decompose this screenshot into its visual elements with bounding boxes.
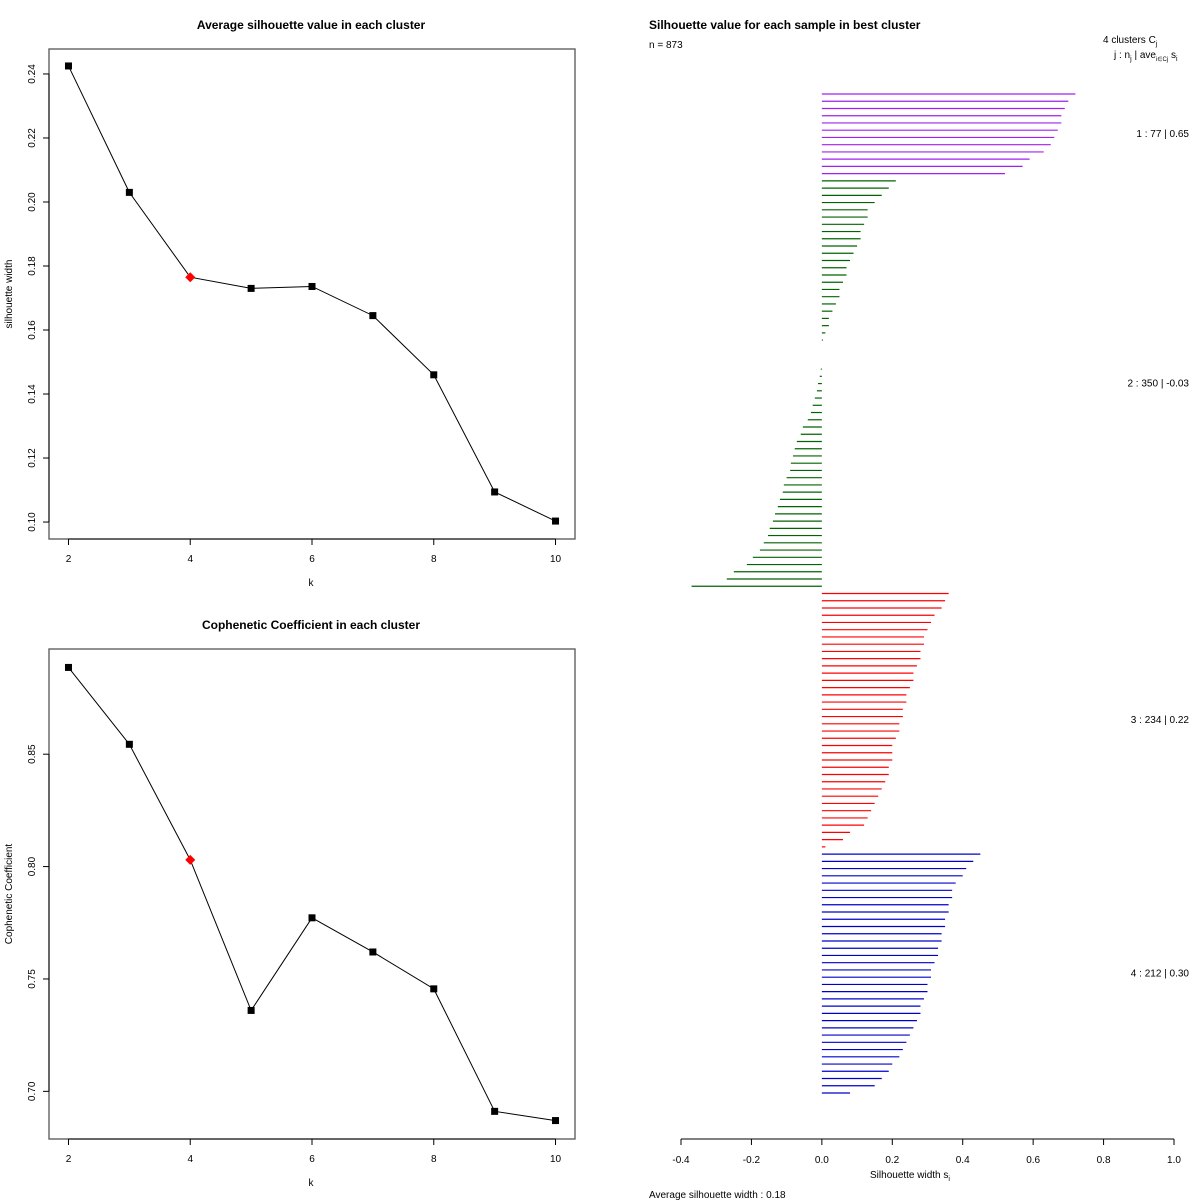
data-point-marker — [552, 517, 560, 525]
x-tick-label: 0.2 — [885, 1155, 899, 1166]
x-tick-label: 2 — [66, 1154, 72, 1165]
avg-silhouette-panel: Average silhouette value in each cluster… — [4, 18, 576, 589]
y-tick-label: 0.80 — [27, 856, 38, 876]
data-point-marker — [125, 188, 133, 196]
y-tick-label: 0.16 — [27, 320, 38, 340]
silhouette-xlabel-sub: i — [948, 1176, 950, 1183]
y-tick-label: 0.10 — [27, 512, 38, 532]
y-tick-label: 0.85 — [27, 744, 38, 764]
series-line — [68, 65, 556, 522]
legend-header-columns: j : nj | avei∈Cj si — [1113, 50, 1178, 63]
silhouette-xlabel-text: Silhouette width s — [870, 1170, 948, 1181]
cophenetic-ylabel: Cophenetic Coefficient — [4, 844, 15, 945]
best-k-marker — [185, 272, 196, 283]
avg-silhouette-ylabel: silhouette width — [4, 260, 15, 329]
cophenetic-xlabel: k — [309, 1178, 315, 1189]
average-silhouette-footer: Average silhouette width : 0.18 — [649, 1190, 786, 1200]
cluster-label: 4 : 212 | 0.30 — [1131, 969, 1190, 980]
y-tick-label: 0.75 — [27, 969, 38, 989]
silhouette-xlabel: Silhouette width si — [870, 1170, 950, 1183]
data-point-marker — [369, 948, 377, 956]
y-tick-label: 0.22 — [27, 128, 38, 148]
legend-col-j-sub: j — [1129, 56, 1132, 63]
avg-silhouette-plot-box — [48, 48, 576, 540]
y-tick-label: 0.12 — [27, 448, 38, 468]
x-tick-label: 0.6 — [1026, 1155, 1040, 1166]
legend-header-text: 4 clusters C — [1103, 35, 1156, 46]
data-point-marker — [308, 914, 316, 922]
cluster-label: 2 : 350 | -0.03 — [1127, 379, 1189, 390]
data-point-marker — [369, 312, 377, 320]
x-tick-label: 4 — [187, 554, 193, 565]
x-tick-label: 6 — [309, 554, 315, 565]
y-tick-label: 0.20 — [27, 192, 38, 212]
y-tick-label: 0.18 — [27, 256, 38, 276]
cophenetic-title: Cophenetic Coefficient in each cluster — [202, 618, 420, 632]
x-tick-label: 0.8 — [1097, 1155, 1111, 1166]
x-tick-label: -0.4 — [672, 1155, 690, 1166]
avg-silhouette-title: Average silhouette value in each cluster — [197, 18, 426, 32]
data-point-marker — [308, 282, 316, 290]
cluster-label: 1 : 77 | 0.65 — [1136, 129, 1189, 140]
best-k-marker — [185, 854, 196, 865]
x-tick-label: 8 — [431, 554, 437, 565]
legend-header-sub: j — [1155, 41, 1158, 48]
x-tick-label: 8 — [431, 1154, 437, 1165]
legend-col-s-sub: i — [1176, 56, 1178, 63]
cophenetic-plot-box — [48, 648, 576, 1140]
data-point-marker — [552, 1117, 560, 1125]
n-samples-label: n = 873 — [649, 40, 683, 51]
x-tick-label: 1.0 — [1167, 1155, 1181, 1166]
data-point-marker — [430, 371, 438, 379]
legend-col-j: j : n — [1113, 50, 1130, 61]
data-point-marker — [491, 488, 499, 496]
x-tick-label: 0.4 — [956, 1155, 970, 1166]
data-point-marker — [125, 740, 133, 748]
avg-silhouette-xlabel: k — [309, 578, 315, 589]
x-tick-label: 4 — [187, 1154, 193, 1165]
x-tick-label: 0.0 — [815, 1155, 829, 1166]
y-tick-label: 0.14 — [27, 384, 38, 404]
cluster-label: 3 : 234 | 0.22 — [1131, 715, 1190, 726]
cophenetic-panel: Cophenetic Coefficient in each cluster k… — [4, 618, 576, 1189]
data-point-marker — [247, 284, 255, 292]
data-point-marker — [430, 985, 438, 993]
x-tick-label: -0.2 — [743, 1155, 761, 1166]
x-tick-label: 6 — [309, 1154, 315, 1165]
legend-col-ave: | ave — [1132, 50, 1157, 61]
data-point-marker — [491, 1107, 499, 1115]
series-line — [68, 667, 556, 1122]
x-tick-label: 2 — [66, 554, 72, 565]
data-point-marker — [64, 62, 72, 70]
data-point-marker — [64, 663, 72, 671]
legend-header-clusters: 4 clusters Cj — [1103, 35, 1158, 48]
silhouette-samples-panel: Silhouette value for each sample in best… — [649, 18, 1189, 1200]
y-tick-label: 0.70 — [27, 1081, 38, 1101]
silhouette-samples-title: Silhouette value for each sample in best… — [649, 18, 921, 32]
y-tick-label: 0.24 — [27, 64, 38, 84]
data-point-marker — [247, 1006, 255, 1014]
legend-col-s: s — [1168, 50, 1176, 61]
x-tick-label: 10 — [550, 1154, 562, 1165]
legend-col-ave-sub: i∈Cj — [1156, 56, 1168, 63]
x-tick-label: 10 — [550, 554, 562, 565]
